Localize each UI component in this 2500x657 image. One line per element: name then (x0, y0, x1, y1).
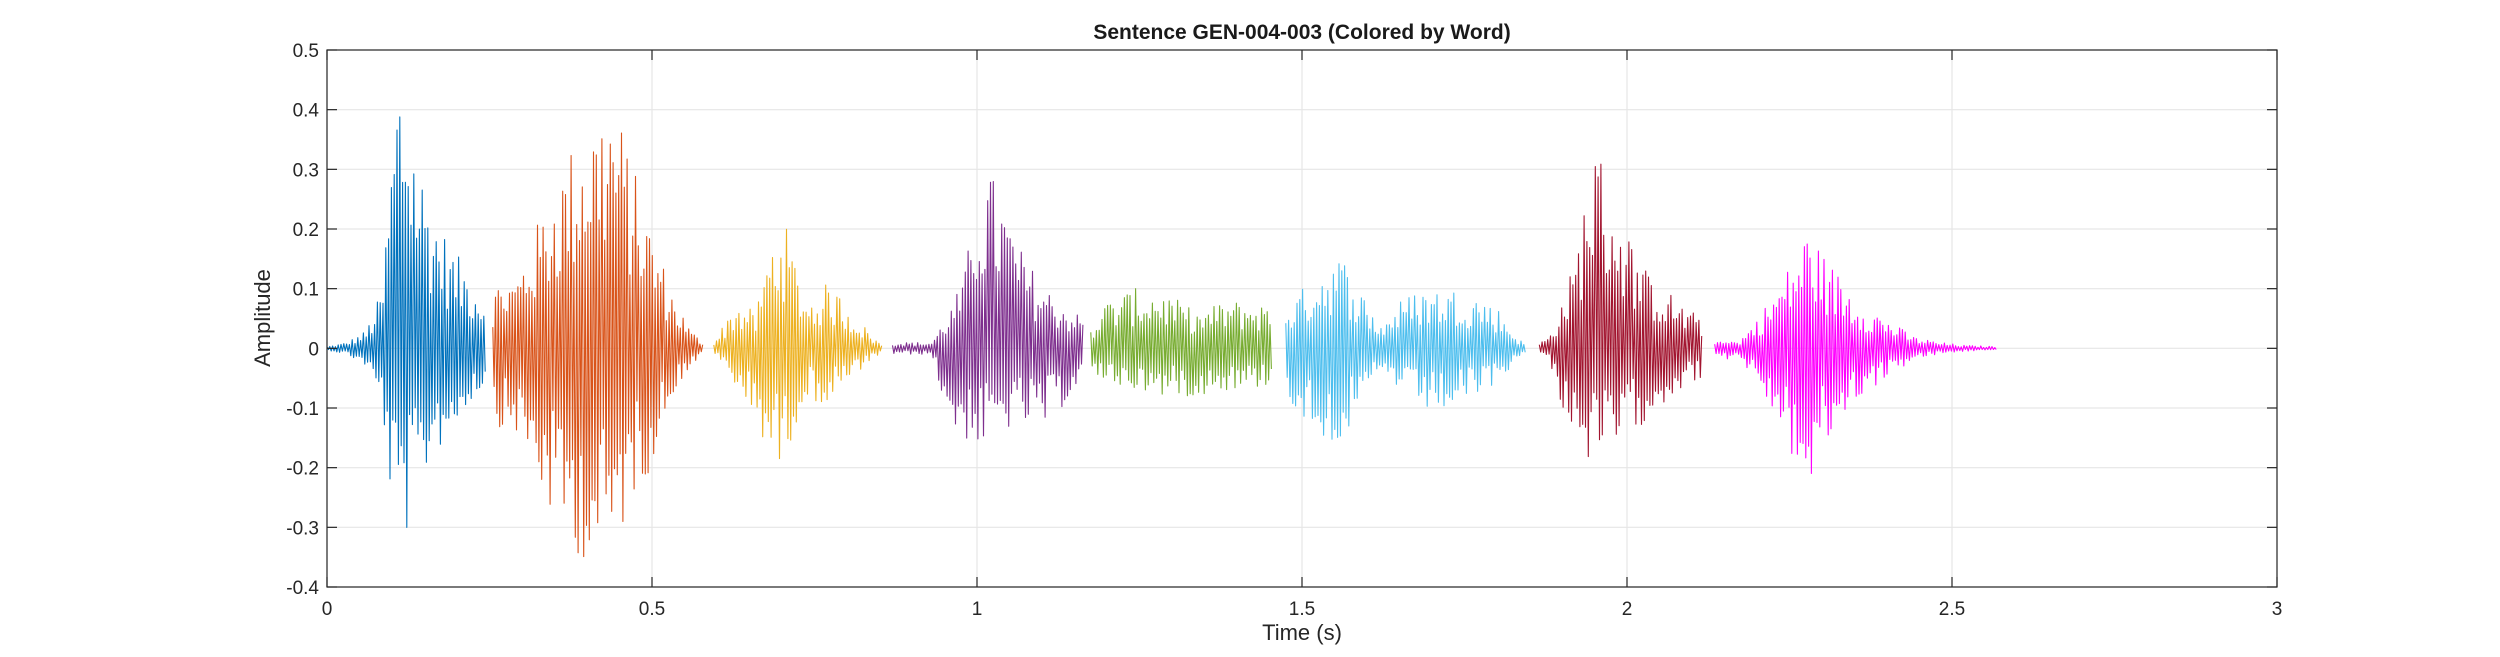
y-tick-label: 0.2 (293, 220, 319, 241)
y-tick-label: -0.4 (286, 578, 319, 599)
y-tick-label: 0.1 (293, 280, 319, 301)
word-segment-3-waveform (713, 228, 883, 460)
word-segment-8-waveform (1714, 243, 1997, 475)
x-tick-label: 1.5 (1289, 599, 1315, 620)
tick-marks (326, 49, 2278, 588)
x-tick-label: 1 (972, 599, 983, 620)
x-tick-label: 2 (1622, 599, 1633, 620)
y-tick-label: 0.4 (293, 101, 320, 122)
x-tick-label: 0 (322, 599, 333, 620)
word-segment-6-waveform (1285, 263, 1526, 440)
x-tick-label: 0.5 (639, 599, 665, 620)
y-tick-label: 0.3 (293, 160, 319, 181)
word-segment-5-waveform (1090, 288, 1272, 397)
y-axis-label: Amplitude (250, 269, 275, 367)
x-axis-label: Time (s) (1262, 620, 1342, 645)
y-tick-label: -0.1 (286, 399, 319, 420)
y-tick-label: 0.5 (293, 41, 319, 62)
y-tick-labels: -0.4 -0.3 -0.2 -0.1 0 0.1 0.2 0.3 0.4 0.5 (286, 41, 319, 599)
x-tick-label: 3 (2272, 599, 2283, 620)
y-tick-label: -0.2 (286, 459, 319, 480)
x-tick-labels: 0 0.5 1 1.5 2 2.5 3 (322, 599, 2283, 620)
word-segment-4-waveform (891, 180, 1084, 440)
y-tick-label: 0 (308, 339, 319, 360)
word-segment-7-waveform (1538, 163, 1703, 458)
x-tick-label: 2.5 (1939, 599, 1965, 620)
plot-area (326, 116, 1997, 558)
word-segment-1-waveform (326, 116, 486, 528)
word-segment-2-waveform (492, 132, 704, 558)
chart-title: Sentence GEN-004-003 (Colored by Word) (1093, 21, 1510, 44)
y-tick-label: -0.3 (286, 518, 319, 539)
